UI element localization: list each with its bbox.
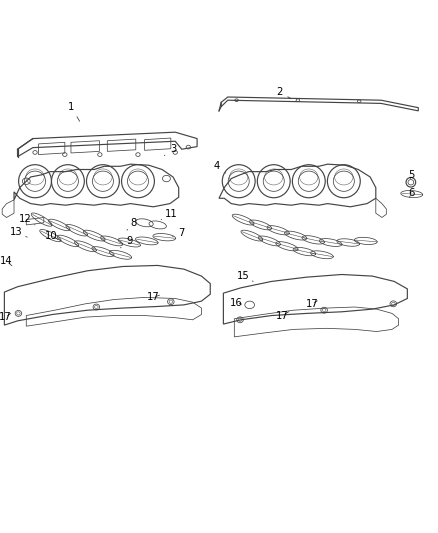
Text: 3: 3 <box>164 144 176 156</box>
Text: 17: 17 <box>276 311 289 320</box>
Text: 15: 15 <box>237 271 253 281</box>
Text: 2: 2 <box>276 87 291 99</box>
Text: 7: 7 <box>173 229 185 238</box>
Text: 8: 8 <box>127 218 137 230</box>
Text: 14: 14 <box>0 256 13 266</box>
Text: 17: 17 <box>147 293 160 302</box>
Text: 1: 1 <box>68 102 80 122</box>
Text: 4: 4 <box>214 161 226 173</box>
Text: 10: 10 <box>46 231 58 240</box>
Text: 17: 17 <box>0 312 12 322</box>
Text: 16: 16 <box>230 298 243 308</box>
Text: 9: 9 <box>120 236 132 248</box>
Text: 17: 17 <box>305 299 318 309</box>
Text: 11: 11 <box>161 209 177 220</box>
Text: 13: 13 <box>11 227 27 237</box>
Text: 12: 12 <box>19 214 35 225</box>
Text: 6: 6 <box>409 188 415 198</box>
Text: 5: 5 <box>409 170 415 180</box>
